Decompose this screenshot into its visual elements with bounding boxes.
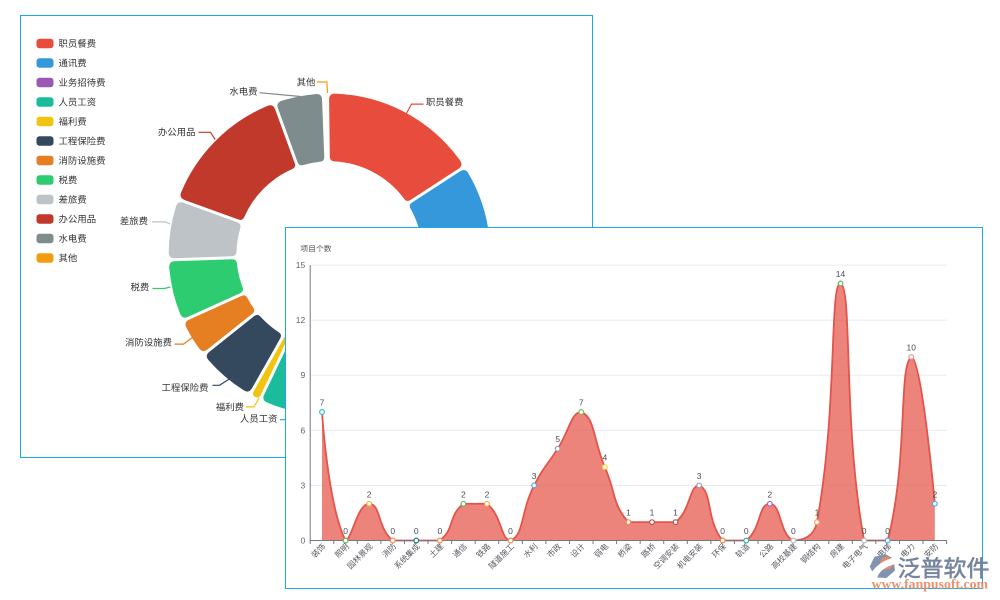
svg-text:1: 1: [649, 507, 654, 517]
svg-text:7: 7: [319, 397, 324, 407]
svg-text:2: 2: [461, 489, 466, 499]
svg-text:14: 14: [836, 269, 846, 279]
svg-text:3: 3: [300, 480, 305, 490]
svg-text:2: 2: [932, 489, 937, 499]
svg-text:12: 12: [296, 315, 306, 325]
svg-text:3: 3: [532, 471, 537, 481]
svg-text:0: 0: [343, 526, 348, 536]
svg-text:www.fanpusoft.com: www.fanpusoft.com: [872, 577, 989, 592]
svg-text:3: 3: [697, 471, 702, 481]
svg-text:1: 1: [626, 507, 631, 517]
svg-text:1: 1: [814, 507, 819, 517]
svg-text:2: 2: [484, 489, 489, 499]
svg-text:2: 2: [367, 489, 372, 499]
svg-text:0: 0: [744, 526, 749, 536]
svg-text:5: 5: [555, 434, 560, 444]
svg-text:0: 0: [862, 526, 867, 536]
svg-text:0: 0: [885, 526, 890, 536]
svg-text:0: 0: [414, 526, 419, 536]
svg-text:2: 2: [767, 489, 772, 499]
svg-text:6: 6: [300, 425, 305, 435]
svg-text:0: 0: [791, 526, 796, 536]
svg-text:0: 0: [300, 535, 305, 545]
svg-text:0: 0: [437, 526, 442, 536]
svg-text:10: 10: [906, 342, 916, 352]
svg-text:0: 0: [720, 526, 725, 536]
svg-text:7: 7: [579, 397, 584, 407]
svg-text:0: 0: [508, 526, 513, 536]
svg-text:0: 0: [390, 526, 395, 536]
svg-text:9: 9: [300, 370, 305, 380]
svg-text:1: 1: [673, 507, 678, 517]
svg-text:15: 15: [296, 260, 306, 270]
svg-text:4: 4: [602, 452, 607, 462]
